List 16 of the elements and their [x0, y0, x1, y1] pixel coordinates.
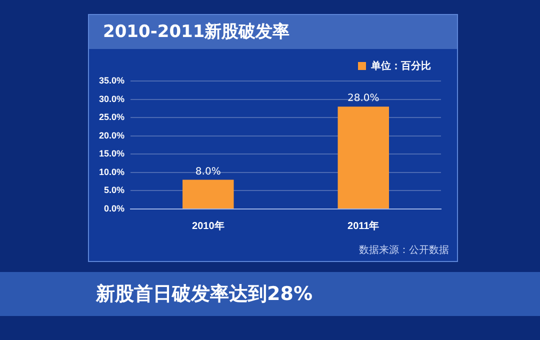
y-tick-label: 35.0%: [98, 75, 125, 86]
y-tick-label: 30.0%: [98, 94, 125, 104]
chart-title: 2010-2011新股破发率: [89, 15, 457, 49]
y-tick-label: 25.0%: [98, 112, 125, 122]
y-tick-label: 20.0%: [98, 130, 125, 140]
y-tick-label: 5.0%: [104, 185, 125, 196]
x-tick-label: 2011年: [348, 220, 380, 232]
text: 28.0%: [347, 93, 380, 104]
x-tick-label: 2010年: [192, 220, 224, 232]
y-tick-label: 10.0%: [98, 166, 125, 177]
y-tick-label: 0.0%: [104, 203, 125, 214]
text: 8.0%: [195, 166, 221, 178]
text: 新股首日破发率达到28%: [96, 282, 312, 307]
legend-label: 单位：百分比: [370, 60, 431, 72]
source-note: 数据来源：公开数据: [359, 244, 449, 257]
y-tick-label: 15.0%: [98, 148, 125, 159]
